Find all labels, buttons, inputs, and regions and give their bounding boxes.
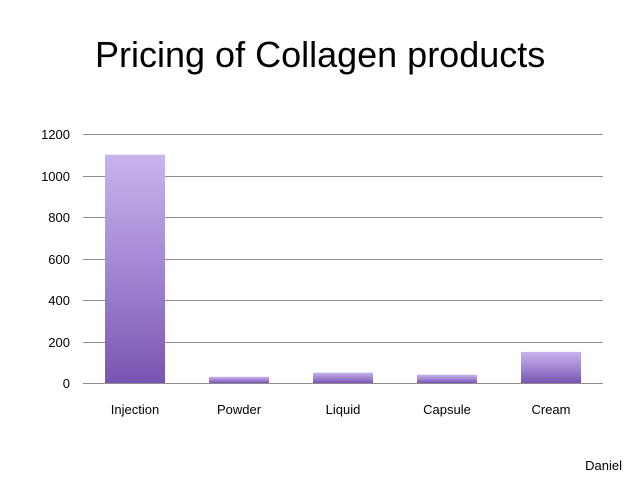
bar-powder <box>209 376 269 383</box>
x-category-label: Injection <box>111 402 159 417</box>
y-axis-tick-labels: 0 200 400 600 800 1000 1200 <box>41 127 70 391</box>
gridlines <box>83 134 603 384</box>
y-tick-label: 600 <box>48 252 70 267</box>
y-tick-label: 800 <box>48 210 70 225</box>
x-category-label: Capsule <box>423 402 471 417</box>
bar-cream <box>521 351 581 383</box>
chart-title: Pricing of Collagen products <box>95 34 546 75</box>
y-tick-label: 400 <box>48 293 70 308</box>
y-tick-label: 1000 <box>41 169 70 184</box>
bar-liquid <box>313 372 373 383</box>
x-category-label: Liquid <box>326 402 361 417</box>
bars <box>105 154 581 383</box>
y-tick-label: 200 <box>48 335 70 350</box>
x-category-label: Powder <box>217 402 262 417</box>
x-category-label: Cream <box>531 402 570 417</box>
y-tick-label: 0 <box>63 376 70 391</box>
y-tick-label: 1200 <box>41 127 70 142</box>
author-label: Daniel <box>585 458 622 473</box>
bar-injection <box>105 154 165 383</box>
x-axis-category-labels: Injection Powder Liquid Capsule Cream <box>111 402 571 417</box>
bar-capsule <box>417 374 477 383</box>
